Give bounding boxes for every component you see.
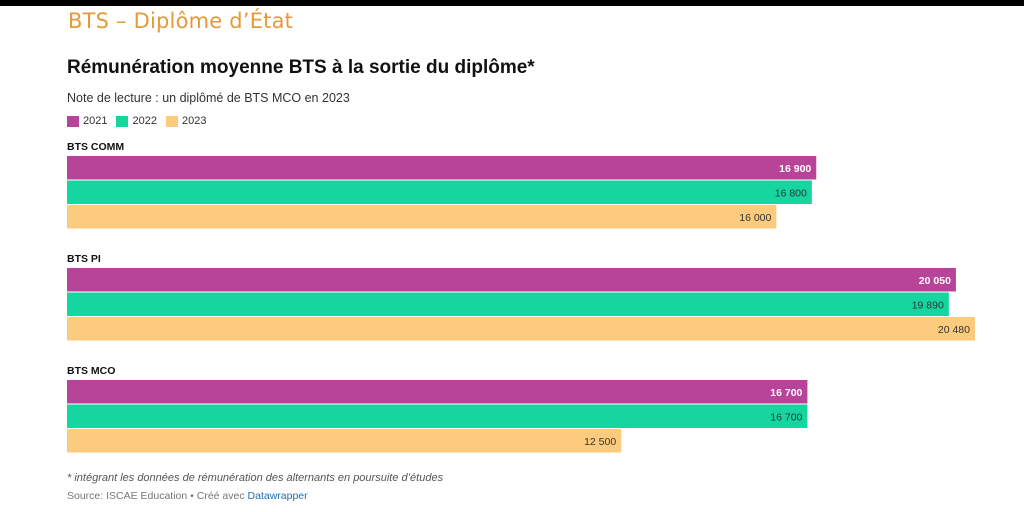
page-header-title: BTS – Diplôme d’État	[68, 9, 294, 33]
bar-value-label: 16 700	[770, 411, 802, 423]
bar	[67, 292, 949, 316]
bar	[67, 380, 808, 404]
source-text: Source: ISCAE Education • Créé avec	[67, 490, 248, 502]
bar	[67, 156, 817, 180]
chart-footnote: * intégrant les données de rémunération …	[67, 472, 444, 484]
bar	[67, 429, 622, 453]
legend-item-2023: 2023	[165, 115, 207, 127]
bar-value-label: 16 000	[739, 212, 771, 224]
legend-label-2023: 2023	[181, 115, 207, 127]
legend-swatch-2022	[116, 115, 129, 127]
bar	[67, 180, 812, 204]
bar-value-label: 20 050	[919, 275, 951, 287]
bar-value-label: 16 700	[770, 387, 802, 399]
bar	[67, 404, 808, 428]
legend-swatch-2021	[67, 115, 79, 127]
legend-label-2021: 2021	[83, 115, 108, 127]
bar-value-label: 12 500	[584, 436, 616, 448]
category-label: BTS PI	[67, 253, 101, 265]
legend-swatch-2023	[165, 115, 178, 127]
legend-item-2021: 2021	[67, 115, 107, 127]
datawrapper-link[interactable]: Datawrapper	[247, 490, 308, 502]
bar-value-label: 16 900	[779, 163, 811, 175]
legend-item-2022: 2022	[116, 115, 157, 127]
chart-title: Rémunération moyenne BTS à la sortie du …	[67, 57, 535, 78]
bar-value-label: 19 890	[912, 299, 944, 311]
chart-legend: 2021 2022 2023	[67, 114, 215, 128]
category-label: BTS MCO	[67, 365, 115, 377]
category-label: BTS COMM	[67, 141, 124, 153]
bar-value-label: 20 480	[938, 324, 970, 336]
bar	[67, 205, 777, 229]
bar	[67, 317, 975, 341]
bar-value-label: 16 800	[775, 187, 807, 199]
legend-label-2022: 2022	[132, 115, 157, 127]
bar	[67, 268, 956, 292]
chart-subtitle: Note de lecture : un diplômé de BTS MCO …	[67, 91, 350, 105]
top-bar	[0, 0, 1024, 6]
chart-source: Source: ISCAE Education • Créé avec Data…	[67, 490, 308, 502]
